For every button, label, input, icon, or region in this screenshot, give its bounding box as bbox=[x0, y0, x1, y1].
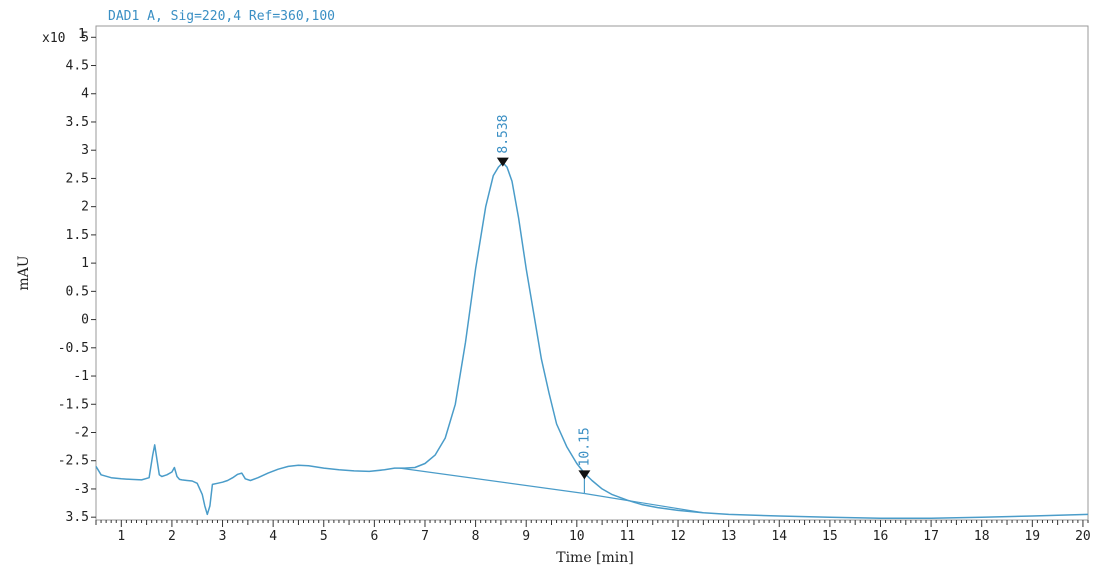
baseline-line bbox=[399, 467, 585, 495]
y-multiplier-exponent: 1 bbox=[78, 27, 86, 42]
y-tick-label: 0.5 bbox=[66, 284, 89, 299]
y-tick-label: 4.5 bbox=[66, 59, 89, 74]
y-tick-label: 4 bbox=[81, 87, 89, 102]
x-tick-label: 11 bbox=[620, 529, 636, 544]
x-tick-label: 1 bbox=[117, 529, 125, 544]
x-tick-label: 9 bbox=[522, 529, 530, 544]
x-tick-label: 4 bbox=[269, 529, 277, 544]
x-axis-label: Time [min] bbox=[556, 550, 634, 566]
x-tick-label: 13 bbox=[721, 529, 737, 544]
x-tick-label: 18 bbox=[974, 529, 990, 544]
y-tick-label: 0 bbox=[81, 313, 89, 328]
y-tick-label: -3 bbox=[73, 482, 89, 497]
y-axis: 5 4.5 4 3.5 3 2.5 2 1.5 1 0.5 0 -0.5 -1 -1.5 -2 -2.5 -3 3… bbox=[58, 30, 96, 525]
y-tick-label: 2.5 bbox=[66, 171, 89, 186]
y-tick-label: -1 bbox=[73, 369, 89, 384]
x-tick-label: 15 bbox=[822, 529, 838, 544]
series-group bbox=[95, 161, 1089, 520]
x-tick-label: 8 bbox=[472, 529, 480, 544]
signal-title: DAD1 A, Sig=220,4 Ref=360,100 bbox=[108, 9, 335, 24]
x-tick-label: 19 bbox=[1024, 529, 1040, 544]
y-tick-label: -2 bbox=[73, 425, 89, 440]
x-tick-label: 20 bbox=[1075, 529, 1091, 544]
y-tick-label: -2.5 bbox=[58, 454, 89, 469]
y-axis-label: mAU bbox=[16, 255, 32, 290]
peak-label: 10.15 bbox=[577, 427, 592, 466]
x-tick-label: 16 bbox=[873, 529, 889, 544]
integration-baselines bbox=[399, 467, 704, 514]
y-tick-label: 2 bbox=[81, 200, 89, 215]
x-tick-label: 5 bbox=[320, 529, 328, 544]
x-tick-label: 17 bbox=[923, 529, 939, 544]
x-tick-label: 2 bbox=[168, 529, 176, 544]
peak-marker bbox=[578, 470, 591, 480]
y-tick-label: 3.5 bbox=[66, 510, 89, 525]
peak-annotations: 8.538 10.15 bbox=[496, 114, 592, 494]
y-tick-label: -1.5 bbox=[58, 397, 89, 412]
y-tick-label: 1.5 bbox=[66, 228, 89, 243]
y-tick-label: 1 bbox=[81, 256, 89, 271]
x-tick-label: 3 bbox=[219, 529, 227, 544]
baseline-line bbox=[584, 492, 704, 514]
y-tick-label: 5 bbox=[81, 30, 89, 45]
y-tick-label: 3 bbox=[81, 143, 89, 158]
series-line bbox=[95, 161, 1089, 520]
peak-label: 8.538 bbox=[496, 114, 511, 153]
x-tick-label: 10 bbox=[569, 529, 585, 544]
peak-marker bbox=[496, 157, 509, 167]
y-tick-label: 3.5 bbox=[66, 115, 89, 130]
x-tick-label: 6 bbox=[370, 529, 378, 544]
x-tick-label: 12 bbox=[670, 529, 686, 544]
x-tick-label: 14 bbox=[771, 529, 787, 544]
y-tick-label: -0.5 bbox=[58, 341, 89, 356]
x-axis: 1 2 3 4 5 6 7 8 9 10 11 12 13 14 15 16 17 18 19 20 bbox=[95, 520, 1091, 544]
y-multiplier: x10 bbox=[42, 31, 65, 46]
x-tick-label: 7 bbox=[421, 529, 429, 544]
